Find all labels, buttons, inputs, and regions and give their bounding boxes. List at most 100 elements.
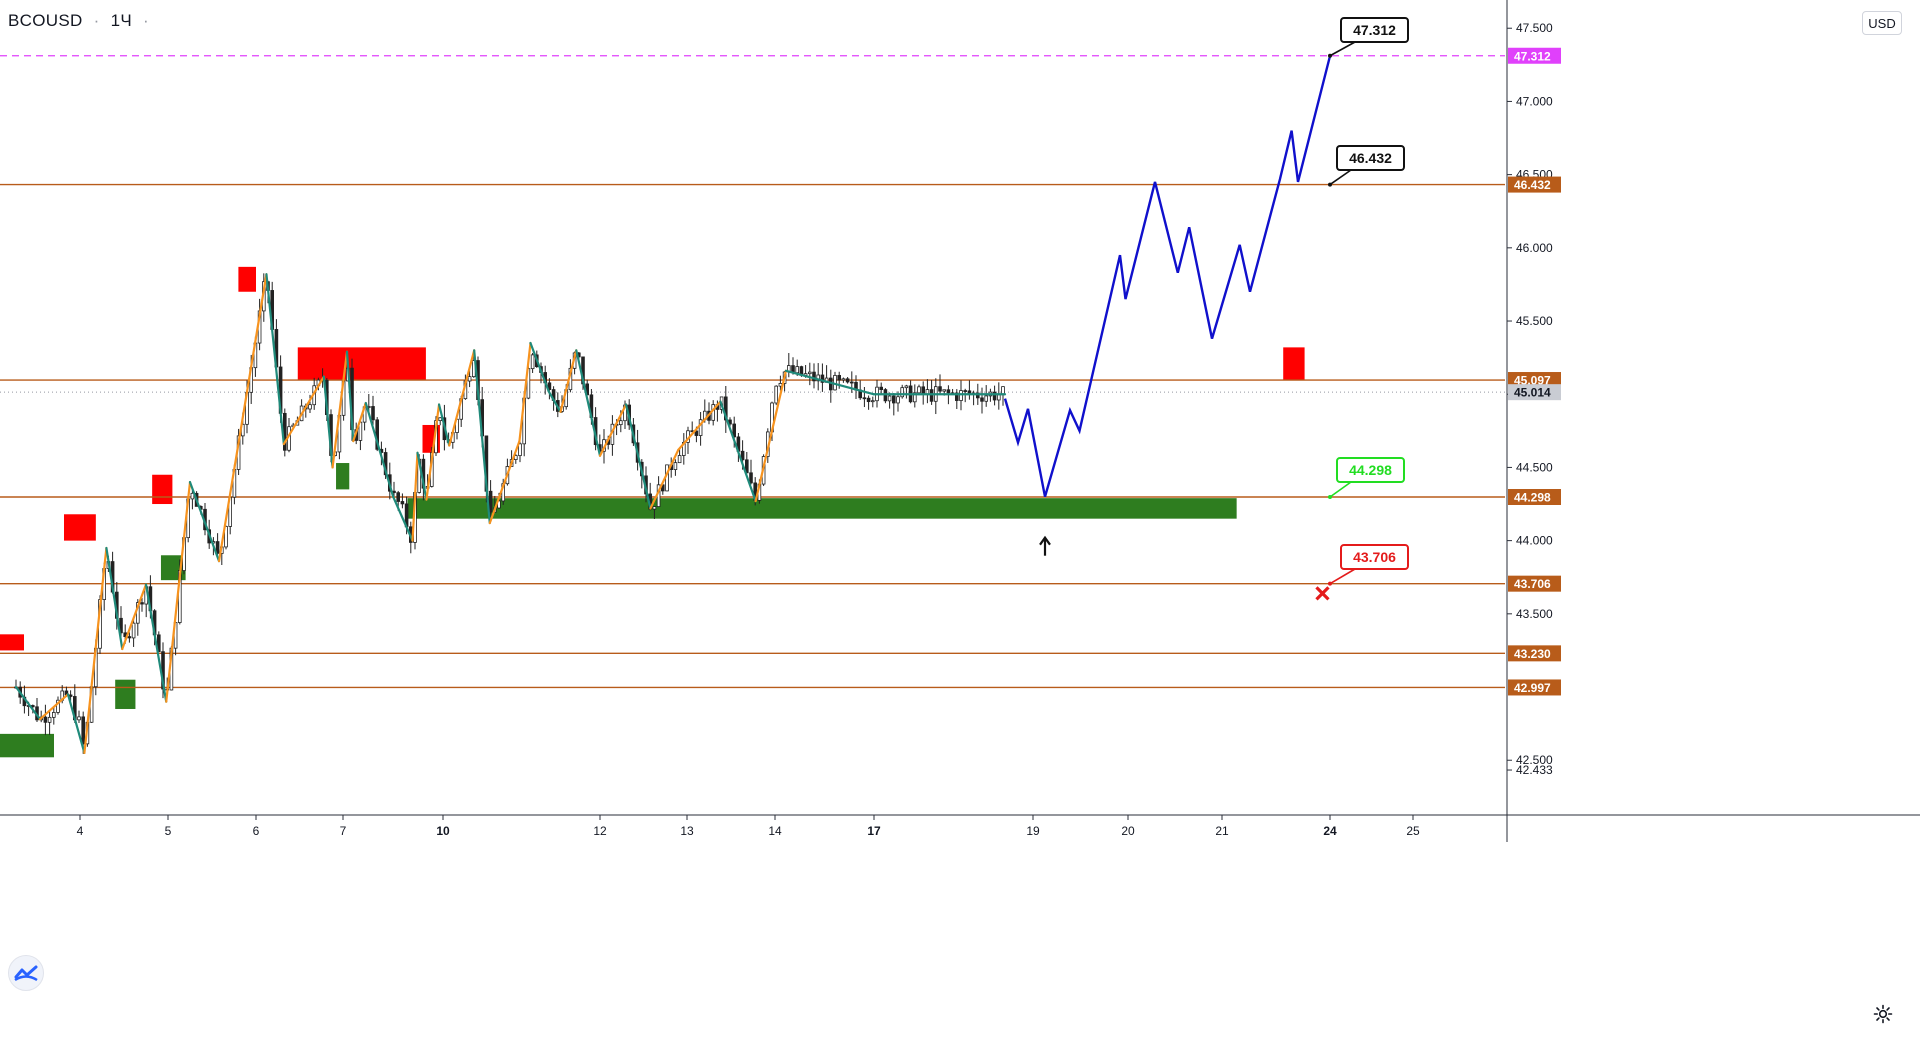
zigzag-down-leg[interactable] [784, 369, 875, 396]
price-axis-level-label[interactable]: 46.432 [1514, 178, 1551, 192]
supply-zone[interactable] [238, 266, 256, 292]
zigzag-up-leg[interactable] [352, 401, 367, 443]
callout-label[interactable]: 46.432 [1349, 150, 1392, 166]
candle-body [871, 400, 875, 403]
zigzag-up-leg[interactable] [518, 341, 532, 443]
supply-zone[interactable] [64, 514, 96, 541]
zigzag-down-leg[interactable] [66, 693, 86, 755]
callout-anchor [1328, 581, 1332, 586]
zigzag-up-leg[interactable] [559, 349, 578, 413]
candle-body [467, 376, 472, 382]
candle-body [862, 397, 867, 400]
candle-body [887, 395, 892, 402]
up-arrow-icon[interactable] [1039, 535, 1051, 556]
x-tick-label: 20 [1121, 824, 1135, 838]
zigzag-down-leg[interactable] [624, 403, 652, 510]
callout-label[interactable]: 43.706 [1353, 549, 1396, 565]
zigzag-down-leg[interactable] [345, 350, 355, 443]
y-tick-label: 42.433 [1516, 763, 1553, 777]
zigzag-up-leg[interactable] [331, 350, 349, 469]
candle-body [652, 506, 657, 510]
zigzag-down-leg[interactable] [575, 349, 602, 457]
zigzag-down-leg[interactable] [529, 341, 550, 393]
zigzag-up-leg[interactable] [649, 448, 680, 510]
zigzag-down-leg[interactable] [547, 390, 562, 413]
zigzag-down-leg[interactable] [364, 401, 395, 498]
callout-black[interactable]: 46.432 [1328, 145, 1405, 187]
zigzag-down-leg[interactable] [265, 273, 285, 446]
interval-label[interactable]: 1Ч [110, 11, 132, 30]
callout-red[interactable]: 43.706 [1328, 544, 1409, 586]
price-axis-level-label[interactable]: 47.312 [1514, 49, 1551, 63]
x-tick-label: 24 [1323, 824, 1337, 838]
supply-zone[interactable] [152, 474, 173, 505]
zigzag-up-leg[interactable] [121, 583, 148, 651]
symbol-header[interactable]: BCOUSD · 1Ч · [8, 11, 155, 31]
stop-x-icon[interactable] [1315, 586, 1330, 601]
candle-body [488, 490, 493, 513]
settings-gear-icon[interactable] [1873, 1004, 1893, 1024]
price-axis-level-label[interactable]: 45.014 [1514, 386, 1551, 400]
zigzag-down-leg[interactable] [437, 403, 451, 447]
candle-body [619, 420, 623, 426]
zigzag-up-leg[interactable] [754, 369, 788, 503]
y-tick-label: 47.000 [1516, 94, 1553, 108]
currency-badge[interactable]: USD [1862, 11, 1902, 35]
zigzag-down-leg[interactable] [14, 685, 42, 721]
tradingview-logo-icon[interactable] [8, 955, 44, 991]
demand-zone[interactable] [336, 463, 350, 490]
callout-box[interactable] [1340, 544, 1409, 570]
zigzag-up-leg[interactable] [217, 273, 268, 563]
zigzag-down-leg[interactable] [105, 546, 124, 651]
price-axis-level-label[interactable]: 43.230 [1514, 647, 1551, 661]
y-tick-label: 47.500 [1516, 21, 1553, 35]
zigzag-up-leg[interactable] [38, 693, 70, 721]
price-axis-level-label[interactable]: 43.706 [1514, 577, 1551, 591]
demand-zone[interactable] [115, 679, 136, 709]
price-axis-level-label[interactable]: 42.997 [1514, 681, 1551, 695]
price-label-bg [1508, 372, 1561, 389]
zigzag-up-leg[interactable] [488, 439, 521, 525]
demand-zone[interactable] [407, 498, 1237, 519]
y-tick-label: 44.500 [1516, 460, 1553, 474]
zigzag-down-leg[interactable] [416, 451, 428, 501]
x-tick-label: 7 [340, 824, 347, 838]
zigzag-up-leg[interactable] [598, 403, 628, 457]
callout-black[interactable]: 47.312 [1328, 17, 1409, 58]
callout-pointer [1329, 481, 1352, 498]
callout-label[interactable]: 44.298 [1349, 462, 1392, 478]
supply-zone[interactable] [297, 347, 426, 380]
zigzag-down-leg[interactable] [719, 400, 757, 503]
candle-body [52, 712, 56, 718]
zigzag-down-leg[interactable] [392, 495, 414, 542]
x-tick-label: 14 [768, 824, 782, 838]
zigzag-up-leg[interactable] [425, 403, 441, 501]
callout-box[interactable] [1340, 17, 1409, 43]
candle-body [963, 390, 967, 392]
supply-zone[interactable] [0, 634, 24, 651]
zigzag-down-leg[interactable] [473, 349, 491, 525]
zigzag-up-leg[interactable] [282, 375, 325, 446]
supply-zone[interactable] [1283, 347, 1305, 380]
candle-body [43, 716, 48, 723]
callout-label[interactable]: 47.312 [1353, 22, 1396, 38]
callout-box[interactable] [1336, 457, 1405, 483]
forecast-path[interactable] [1003, 55, 1332, 498]
price-axis-level-label[interactable]: 45.097 [1514, 374, 1551, 388]
price-axis-level-label[interactable]: 44.298 [1514, 491, 1551, 505]
zigzag-up-leg[interactable] [411, 451, 419, 542]
price-label-bg [1508, 575, 1561, 592]
zigzag-down-leg[interactable] [188, 480, 221, 563]
callout-green[interactable]: 44.298 [1328, 457, 1405, 499]
zigzag-up-leg[interactable] [83, 546, 108, 755]
callout-box[interactable] [1336, 145, 1405, 171]
zigzag-up-leg[interactable] [165, 480, 192, 703]
zigzag-up-leg[interactable] [677, 400, 722, 451]
zigzag-down-leg[interactable] [144, 583, 168, 703]
zigzag-up-leg[interactable] [448, 349, 476, 447]
zigzag-down-leg[interactable] [322, 375, 334, 469]
demand-zone[interactable] [0, 733, 54, 758]
symbol-name[interactable]: BCOUSD [8, 11, 83, 30]
